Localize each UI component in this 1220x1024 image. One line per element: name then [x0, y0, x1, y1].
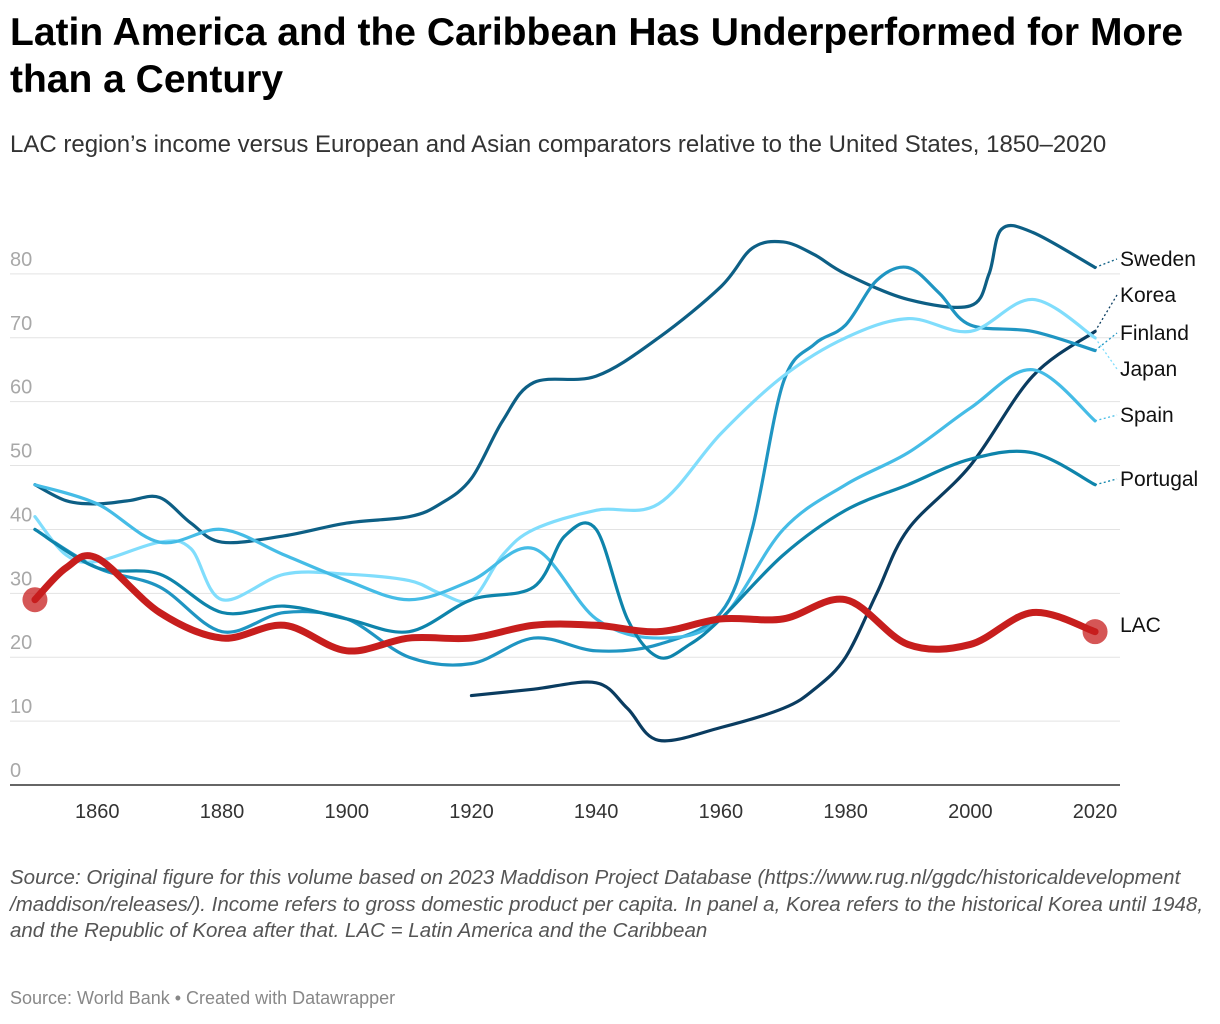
- series-line-finland: [33, 265, 1097, 667]
- x-tick-label-1880: 1880: [200, 801, 245, 823]
- series-line-japan: [33, 297, 1097, 604]
- x-tick-label-1900: 1900: [324, 801, 369, 823]
- leader-line-finland: [1094, 332, 1118, 352]
- series-label-portugal: Portugal: [1120, 468, 1198, 491]
- footer-credit: Source: World Bank • Created with Datawr…: [10, 988, 396, 1008]
- y-tick-label-40: 40: [10, 504, 32, 526]
- series-line-sweden: [33, 223, 1097, 545]
- y-tick-label-30: 30: [10, 568, 32, 590]
- y-tick-label-80: 80: [10, 249, 32, 271]
- leader-line-sweden: [1094, 258, 1118, 269]
- chart-title: Latin America and the Caribbean Has Unde…: [10, 11, 1184, 101]
- x-tick-label-1940: 1940: [574, 801, 619, 823]
- series-label-japan: Japan: [1120, 358, 1177, 381]
- x-tick-label-2020: 2020: [1073, 801, 1118, 823]
- series-line-spain: [33, 368, 1097, 640]
- lac-start-marker: [22, 587, 48, 613]
- series-label-korea: Korea: [1120, 284, 1176, 307]
- x-tick-label-2000: 2000: [948, 801, 993, 823]
- y-tick-label-20: 20: [10, 632, 32, 654]
- leader-line-spain: [1094, 414, 1118, 422]
- lac-end-marker: [1082, 619, 1108, 645]
- chart-subtitle: LAC region’s income versus European and …: [10, 131, 1107, 158]
- y-tick-label-50: 50: [10, 441, 32, 463]
- y-tick-label-70: 70: [10, 313, 32, 335]
- y-tick-label-0: 0: [10, 760, 21, 782]
- leader-line-japan: [1094, 337, 1118, 370]
- source-notes: Source: Original figure for this volume …: [10, 866, 1204, 943]
- x-tick-label-1860: 1860: [75, 801, 120, 823]
- y-tick-label-60: 60: [10, 377, 32, 399]
- series-line-lac: [31, 552, 1099, 655]
- series-label-spain: Spain: [1120, 404, 1174, 427]
- series-label-finland: Finland: [1120, 322, 1189, 345]
- series-label-sweden: Sweden: [1120, 248, 1196, 271]
- y-tick-label-10: 10: [10, 696, 32, 718]
- series-line-portugal: [33, 449, 1097, 660]
- x-tick-label-1980: 1980: [823, 801, 868, 823]
- x-tick-label-1960: 1960: [699, 801, 744, 823]
- leader-line-portugal: [1094, 478, 1118, 486]
- series-label-lac: LAC: [1120, 614, 1161, 637]
- leader-line-korea: [1094, 294, 1118, 332]
- series-line-korea: [469, 329, 1097, 743]
- x-tick-label-1920: 1920: [449, 801, 494, 823]
